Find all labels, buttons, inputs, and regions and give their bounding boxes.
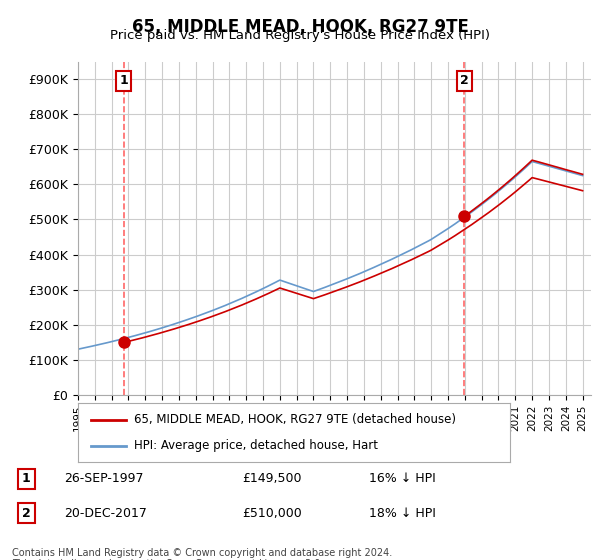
Text: HPI: Average price, detached house, Hart: HPI: Average price, detached house, Hart (134, 439, 378, 452)
Text: 26-SEP-1997: 26-SEP-1997 (64, 473, 143, 486)
Text: 1: 1 (119, 74, 128, 87)
Text: 18% ↓ HPI: 18% ↓ HPI (369, 507, 436, 520)
Text: Price paid vs. HM Land Registry's House Price Index (HPI): Price paid vs. HM Land Registry's House … (110, 29, 490, 42)
Text: 65, MIDDLE MEAD, HOOK, RG27 9TE: 65, MIDDLE MEAD, HOOK, RG27 9TE (131, 18, 469, 36)
Text: 20-DEC-2017: 20-DEC-2017 (64, 507, 147, 520)
Text: Contains HM Land Registry data © Crown copyright and database right 2024.
This d: Contains HM Land Registry data © Crown c… (12, 548, 392, 560)
Text: 2: 2 (460, 74, 469, 87)
Text: 2: 2 (22, 507, 31, 520)
Text: £149,500: £149,500 (242, 473, 302, 486)
Text: £510,000: £510,000 (242, 507, 302, 520)
Text: 65, MIDDLE MEAD, HOOK, RG27 9TE (detached house): 65, MIDDLE MEAD, HOOK, RG27 9TE (detache… (134, 413, 456, 426)
Text: 16% ↓ HPI: 16% ↓ HPI (369, 473, 436, 486)
Text: 1: 1 (22, 473, 31, 486)
